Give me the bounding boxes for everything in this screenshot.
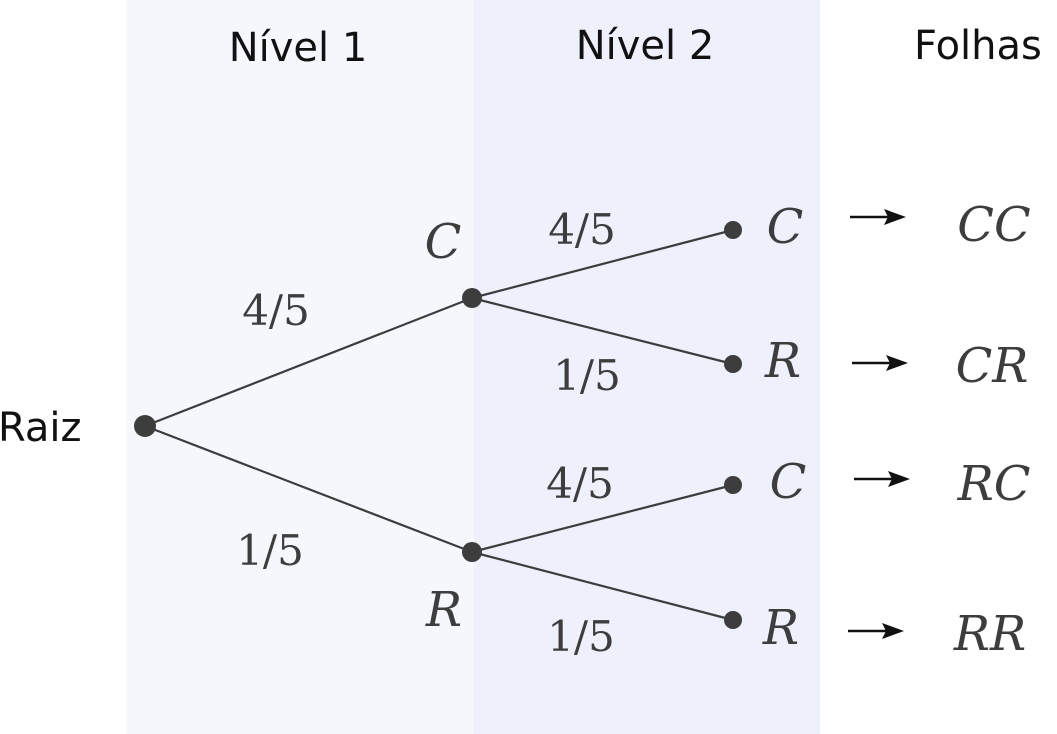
arrow-icon — [852, 355, 908, 371]
leaf-cr: CR — [956, 338, 1029, 394]
edge-prob-root-r: 1/5 — [236, 526, 304, 575]
leaf-cc: CC — [957, 197, 1030, 253]
leaf-rr: RR — [953, 606, 1026, 662]
level2-label-cr: R — [764, 333, 801, 389]
level1-header: Nível 1 — [229, 25, 368, 71]
arrow-icon — [854, 471, 910, 487]
root-label: Raiz — [0, 405, 82, 451]
edge-r-r — [471, 550, 734, 622]
level2-node-rr — [724, 611, 742, 629]
level1-label-r: R — [425, 582, 462, 638]
level2-label-rc: C — [770, 454, 807, 510]
edge-c-r — [471, 296, 734, 366]
edge-c-c — [471, 228, 734, 300]
edge-prob-c-c: 4/5 — [548, 205, 616, 254]
arrow-icon — [848, 623, 904, 639]
arrow-icon — [850, 209, 906, 225]
level2-header: Nível 2 — [576, 23, 715, 69]
edge-prob-r-r: 1/5 — [547, 612, 615, 661]
edge-prob-root-c: 4/5 — [242, 286, 310, 335]
edge-prob-c-r: 1/5 — [553, 351, 621, 400]
level2-node-cc — [724, 221, 742, 239]
level2-label-cc: C — [767, 199, 804, 255]
leaves-header: Folhas — [914, 23, 1042, 69]
level1-label-c: C — [425, 214, 462, 270]
edge-root-r — [144, 424, 473, 554]
level1-node-c — [462, 288, 482, 308]
root-node — [134, 415, 156, 437]
level2-node-rc — [724, 476, 742, 494]
edge-root-c — [144, 296, 473, 428]
level1-node-r — [462, 542, 482, 562]
level2-label-rr: R — [762, 600, 799, 656]
edge-r-c — [471, 483, 734, 554]
level2-node-cr — [724, 355, 742, 373]
level2-band — [474, 0, 820, 734]
level1-band — [127, 0, 474, 734]
edge-prob-r-c: 4/5 — [546, 459, 614, 508]
leaf-rc: RC — [957, 456, 1031, 512]
